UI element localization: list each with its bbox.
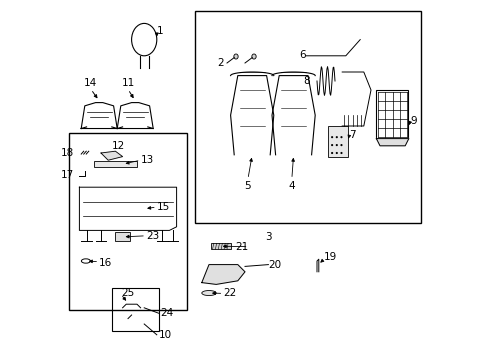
Text: 22: 22: [223, 288, 237, 298]
Text: 4: 4: [289, 181, 295, 191]
Circle shape: [336, 144, 338, 146]
Text: 17: 17: [61, 170, 74, 180]
Text: 12: 12: [112, 141, 125, 151]
Text: 8: 8: [303, 76, 310, 86]
Polygon shape: [202, 265, 245, 284]
Text: 15: 15: [157, 202, 170, 212]
Text: 25: 25: [121, 288, 134, 298]
Text: 24: 24: [160, 308, 173, 318]
Text: 5: 5: [245, 181, 251, 191]
Text: 7: 7: [349, 130, 356, 140]
Ellipse shape: [252, 54, 256, 59]
Bar: [195, 11, 421, 223]
Bar: [376, 90, 408, 139]
Text: 10: 10: [159, 330, 171, 340]
Text: 2: 2: [217, 58, 223, 68]
Text: 23: 23: [146, 231, 159, 241]
Polygon shape: [376, 139, 409, 146]
Circle shape: [331, 152, 333, 154]
Text: 19: 19: [324, 252, 338, 262]
Text: 6: 6: [299, 50, 306, 60]
Bar: [211, 243, 231, 249]
Bar: [328, 126, 347, 157]
Circle shape: [331, 144, 333, 146]
Text: 3: 3: [265, 232, 272, 242]
Circle shape: [341, 152, 343, 154]
Bar: [69, 133, 187, 310]
Text: 13: 13: [141, 155, 154, 165]
Bar: [116, 232, 130, 241]
Circle shape: [341, 144, 343, 146]
Circle shape: [331, 136, 333, 138]
Text: 16: 16: [99, 258, 112, 268]
Text: 18: 18: [61, 148, 74, 158]
Text: 1: 1: [157, 26, 164, 36]
Text: 11: 11: [122, 78, 135, 88]
Circle shape: [336, 136, 338, 138]
Text: 21: 21: [235, 242, 248, 252]
Circle shape: [336, 152, 338, 154]
Ellipse shape: [234, 54, 238, 59]
Bar: [94, 161, 137, 167]
Ellipse shape: [202, 291, 216, 296]
Text: 20: 20: [269, 260, 282, 270]
Text: 9: 9: [411, 116, 417, 126]
Polygon shape: [101, 151, 122, 160]
Text: 14: 14: [84, 78, 98, 88]
Bar: [112, 288, 159, 331]
Circle shape: [341, 136, 343, 138]
